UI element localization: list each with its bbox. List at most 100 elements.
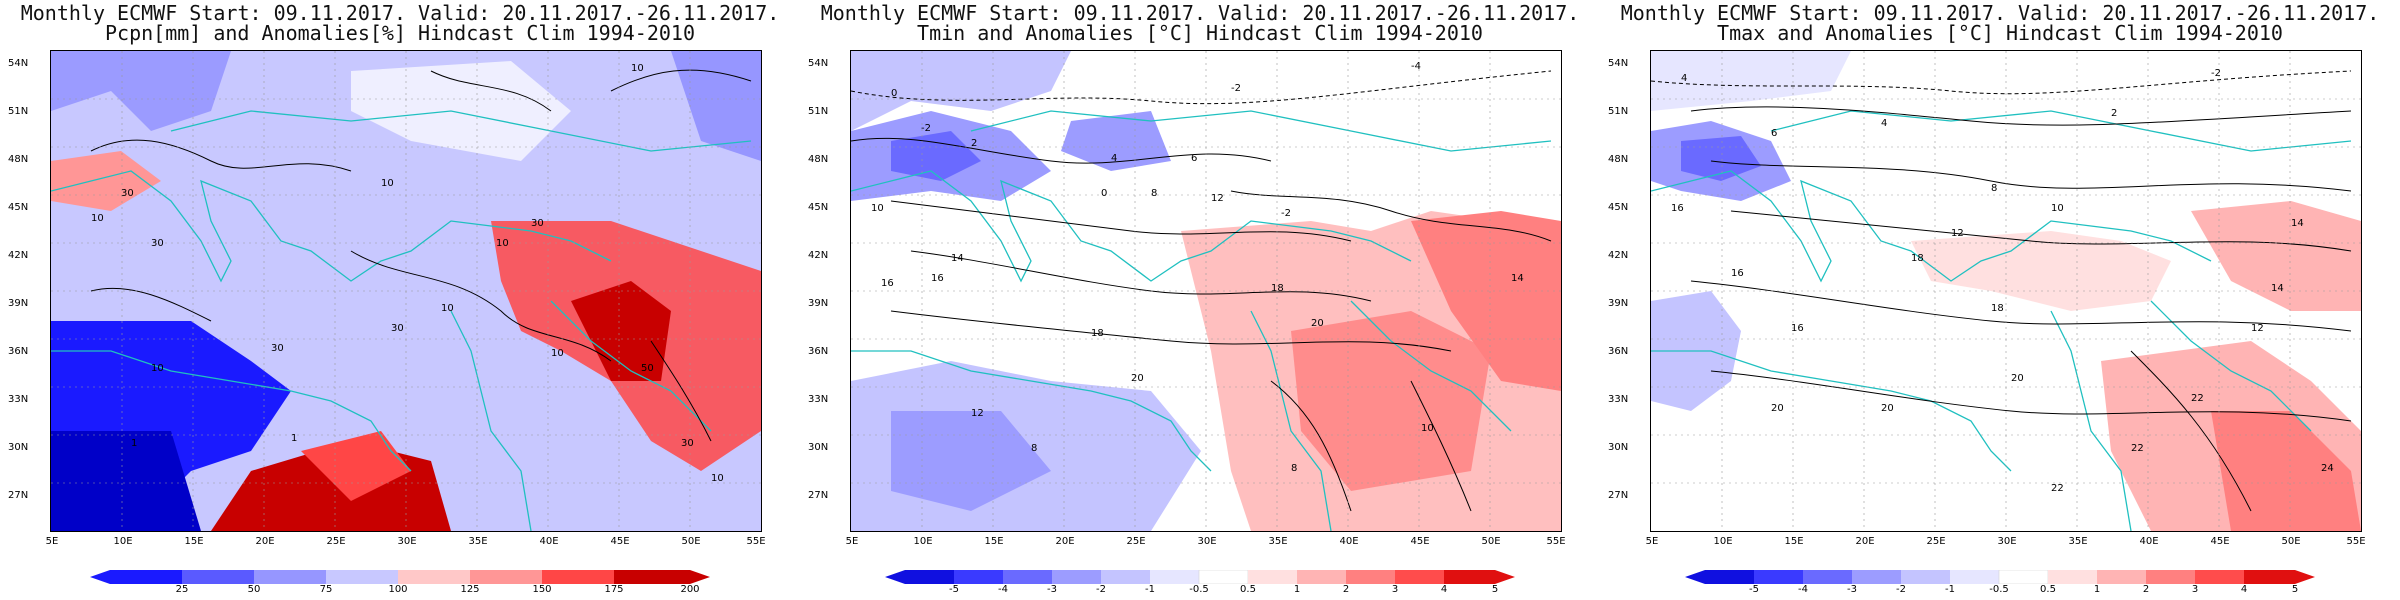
contour-label: 10 [551, 348, 564, 359]
lat-label: 30N [1608, 442, 1629, 453]
colorbar-label: -2 [1096, 584, 1106, 595]
lon-label: 35E [468, 536, 488, 547]
colorbar-label: -1 [1145, 584, 1155, 595]
panel-title-line1: Monthly ECMWF Start: 09.11.2017. Valid: … [820, 1, 1580, 25]
precip-panel: Monthly ECMWF Start: 09.11.2017. Valid: … [0, 0, 800, 600]
tmin-blob-south-mid [891, 411, 1051, 511]
contour-label: 20 [1131, 373, 1144, 384]
lat-label: 51N [1608, 106, 1629, 117]
precip-blob-east-darkred [571, 281, 671, 381]
lon-label: 20E [1855, 536, 1875, 547]
lat-label: 54N [808, 58, 829, 69]
tmin-coastlines [851, 110, 1552, 531]
tmin-blob-east-deepred [1411, 211, 1561, 391]
lat-label: 42N [1608, 250, 1629, 261]
lat-label: 42N [808, 250, 829, 261]
colorbar-label: 75 [319, 584, 333, 595]
lon-label: 50E [2281, 536, 2301, 547]
contour-label: 14 [1511, 273, 1524, 284]
precip-map: 10 30 10 30 10 30 10 30 10 50 30 10 10 3… [50, 50, 762, 532]
precip-map-svg: 10 30 10 30 10 30 10 30 10 50 30 10 10 3… [51, 51, 761, 531]
lat-label: 48N [8, 154, 29, 165]
colorbar-label: 150 [532, 584, 552, 595]
tmin-gridlines [851, 51, 1561, 531]
contour-label: 4 [1681, 73, 1687, 84]
lon-label: 35E [2068, 536, 2088, 547]
contour-label: 12 [2251, 323, 2264, 334]
contour-label: 2 [971, 138, 977, 149]
lat-label: 30N [808, 442, 829, 453]
lat-label: 39N [8, 298, 29, 309]
lon-label: 50E [681, 536, 701, 547]
lat-label: 42N [8, 250, 29, 261]
lat-label: 27N [808, 490, 829, 501]
colorbar-label: 1 [1293, 584, 1301, 595]
lon-label: 40E [1339, 536, 1359, 547]
colorbar-label: 100 [388, 584, 408, 595]
colorbar-label: 5 [2291, 584, 2299, 595]
lon-label: 50E [1481, 536, 1501, 547]
tmin-blob-balkan [1061, 111, 1171, 171]
lon-label: 30E [397, 536, 417, 547]
contour-label: 22 [2191, 393, 2204, 404]
lon-label: 55E [1546, 536, 1566, 547]
lon-label: 5E [845, 536, 859, 547]
contour-label: -2 [2211, 68, 2221, 79]
colorbar-label: -5 [1749, 584, 1759, 595]
lon-label: 20E [255, 536, 275, 547]
lat-label: 45N [1608, 202, 1629, 213]
lat-label: 33N [808, 394, 829, 405]
precip-blob-ne [671, 51, 761, 161]
tmax-contours [1651, 70, 2352, 512]
colorbar-label: -1 [1945, 584, 1955, 595]
contour-label: 4 [1881, 118, 1887, 129]
lat-label: 51N [8, 106, 29, 117]
contour-label: 18 [1271, 283, 1284, 294]
precip-coastlines [51, 110, 752, 531]
colorbar-label: 125 [460, 584, 480, 595]
precip-blob-south-red [301, 431, 411, 501]
lat-label: 45N [8, 202, 29, 213]
tmax-coastlines [1651, 110, 2352, 531]
contour-label: 20 [1771, 403, 1784, 414]
contour-label: 10 [91, 213, 104, 224]
colorbar-label: -5 [949, 584, 959, 595]
contour-label: 6 [1191, 153, 1197, 164]
contour-label: -2 [1281, 208, 1291, 219]
precip-contours [90, 69, 752, 442]
contour-label: 10 [151, 363, 164, 374]
lat-label: 36N [808, 346, 829, 357]
contour-label: 18 [1991, 303, 2004, 314]
colorbar-label: 0.5 [1240, 584, 1256, 595]
contour-label: 18 [1091, 328, 1104, 339]
tmax-blob-turkey [1911, 231, 2171, 311]
contour-label: 10 [871, 203, 884, 214]
colorbar-label: -2 [1896, 584, 1906, 595]
contour-label: 22 [2051, 483, 2064, 494]
contour-label: -2 [1231, 83, 1241, 94]
precip-colorbar [90, 570, 710, 584]
contour-label: 8 [1991, 183, 1997, 194]
contour-label: 8 [1291, 463, 1297, 474]
contour-label: 10 [631, 63, 644, 74]
contour-label: 10 [441, 303, 454, 314]
lon-label: 10E [1713, 536, 1733, 547]
lon-label: 5E [45, 536, 59, 547]
contour-label: 10 [2051, 203, 2064, 214]
contour-label: 8 [1031, 443, 1037, 454]
contour-label: 16 [1791, 323, 1804, 334]
colorbar-label: 5 [1491, 584, 1499, 595]
colorbar-label: 50 [247, 584, 261, 595]
colorbar-label: -0.5 [1189, 584, 1209, 595]
tmax-map: -2 4 2 4 6 8 10 12 14 16 18 20 22 24 16 … [1650, 50, 2362, 532]
contour-label: 14 [951, 253, 964, 264]
colorbar-label: -4 [1798, 584, 1808, 595]
lat-label: 39N [1608, 298, 1629, 309]
contour-label: 8 [1151, 188, 1157, 199]
colorbar-label: 25 [175, 584, 189, 595]
precip-contour-labels: 10 30 10 30 10 30 10 30 10 50 30 10 10 3… [91, 63, 724, 484]
contour-label: 12 [1951, 228, 1964, 239]
contour-label: 20 [1881, 403, 1894, 414]
lon-label: 30E [1197, 536, 1217, 547]
tmin-map-svg: -2 -4 0 -2 2 4 6 8 10 12 14 16 18 20 12 … [851, 51, 1561, 531]
